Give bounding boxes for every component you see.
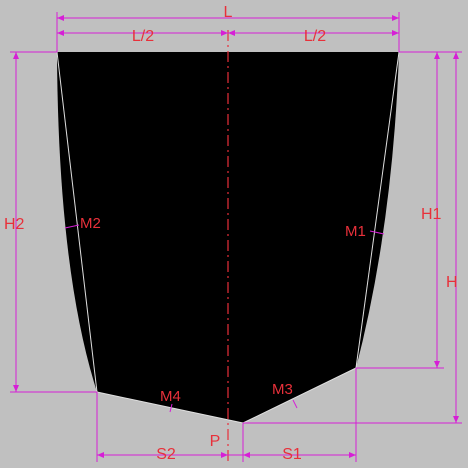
marker-M1-tick bbox=[369, 230, 385, 235]
arrow-H-bottom bbox=[453, 416, 459, 423]
arrow-S2-right bbox=[221, 452, 228, 458]
arrow-H1-bottom bbox=[434, 361, 440, 368]
label-P: P bbox=[210, 433, 221, 450]
label-L-half-left: L/2 bbox=[132, 28, 154, 45]
arrow-Lh-2 bbox=[221, 30, 228, 36]
label-H2: H2 bbox=[4, 216, 25, 233]
label-H1: H1 bbox=[421, 206, 442, 223]
chord-right-side bbox=[355, 51, 400, 369]
arrow-H2-bottom bbox=[13, 385, 19, 392]
chord-left-side bbox=[56, 51, 98, 393]
arrow-H2-top bbox=[13, 52, 19, 59]
marker-M3-tick bbox=[292, 399, 298, 409]
arrow-S2-left bbox=[97, 452, 104, 458]
label-H: H bbox=[446, 274, 458, 291]
hull-shape bbox=[57, 52, 399, 423]
label-S2: S2 bbox=[156, 446, 176, 463]
arrow-S1-left bbox=[243, 452, 250, 458]
arrow-L-right bbox=[392, 15, 399, 21]
arrow-Lh-3 bbox=[228, 30, 235, 36]
label-M1: M1 bbox=[345, 223, 366, 240]
label-S1: S1 bbox=[282, 446, 302, 463]
arrow-Lh-1 bbox=[57, 30, 64, 36]
arrow-Lh-4 bbox=[392, 30, 399, 36]
chord-right-bottom bbox=[242, 367, 357, 424]
arrow-H-top bbox=[453, 52, 459, 59]
marker-M4-tick bbox=[169, 403, 173, 413]
label-L-half-right: L/2 bbox=[304, 28, 326, 45]
label-M2: M2 bbox=[80, 215, 101, 232]
label-L: L bbox=[224, 4, 233, 21]
marker-M2-tick bbox=[64, 224, 80, 229]
arrow-H1-top bbox=[434, 52, 440, 59]
label-M4: M4 bbox=[160, 388, 181, 405]
label-M3: M3 bbox=[272, 381, 293, 398]
arrow-L-left bbox=[57, 15, 64, 21]
chord-left-bottom bbox=[96, 391, 244, 424]
arrow-S1-right bbox=[349, 452, 356, 458]
